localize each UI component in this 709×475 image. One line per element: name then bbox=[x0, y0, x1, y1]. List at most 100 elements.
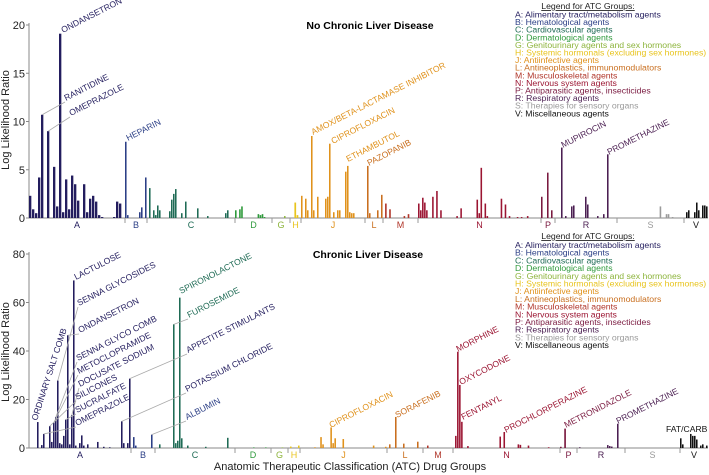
drug-label: ALBUMIN bbox=[183, 396, 222, 422]
bar bbox=[265, 447, 267, 448]
group-label-G: G bbox=[277, 220, 284, 230]
group-label-J: J bbox=[331, 220, 336, 230]
bar bbox=[517, 444, 520, 448]
bar bbox=[227, 437, 229, 448]
bar bbox=[129, 378, 131, 448]
group-label-A: A bbox=[74, 220, 80, 230]
drug-label: OXYCODONE bbox=[457, 352, 512, 386]
bar bbox=[520, 217, 523, 218]
group-label-B: B bbox=[140, 450, 146, 460]
bar bbox=[127, 443, 129, 448]
bar-group-R bbox=[579, 423, 619, 448]
bar bbox=[92, 195, 95, 218]
bar bbox=[432, 196, 434, 218]
bar bbox=[89, 198, 92, 218]
bar bbox=[294, 202, 297, 218]
bar bbox=[43, 433, 45, 448]
bar bbox=[342, 439, 345, 448]
bar bbox=[579, 447, 581, 448]
bar bbox=[560, 446, 562, 448]
group-label-R: R bbox=[598, 450, 605, 460]
bar bbox=[436, 190, 438, 218]
drug-label: ONDANSETRON bbox=[59, 0, 123, 35]
bar bbox=[133, 437, 135, 448]
bar bbox=[665, 214, 668, 218]
bar bbox=[49, 426, 51, 448]
bar bbox=[424, 202, 426, 218]
group-label-G: G bbox=[276, 450, 283, 460]
bar bbox=[611, 446, 613, 448]
bar bbox=[284, 216, 286, 218]
bar-group-A bbox=[29, 33, 122, 219]
bar-group-H bbox=[290, 445, 300, 448]
bar bbox=[301, 195, 303, 218]
legend-item-C: C: Cardiovascular agents bbox=[515, 25, 613, 35]
bar bbox=[385, 203, 387, 218]
bar bbox=[597, 216, 599, 218]
y-tick-label: 60 bbox=[13, 298, 25, 310]
bar bbox=[87, 444, 89, 448]
bar bbox=[197, 208, 199, 218]
bar bbox=[706, 445, 708, 448]
bar-group-N bbox=[418, 167, 529, 218]
bar bbox=[73, 280, 75, 448]
bar bbox=[455, 435, 457, 449]
bar bbox=[125, 141, 127, 218]
drug-label: HEPARIN bbox=[124, 117, 162, 143]
bar bbox=[239, 209, 241, 218]
leader-line bbox=[55, 361, 78, 418]
bar bbox=[185, 201, 187, 218]
bar bbox=[694, 435, 696, 449]
bar bbox=[225, 213, 227, 218]
bar bbox=[418, 203, 420, 218]
legend-item-V: V: Miscellaneous agents bbox=[515, 108, 610, 118]
bar bbox=[56, 206, 59, 218]
bar bbox=[403, 443, 405, 448]
bar bbox=[53, 166, 56, 218]
group-label-N: N bbox=[476, 220, 483, 230]
bar bbox=[149, 188, 151, 218]
bar bbox=[101, 217, 104, 218]
bar bbox=[389, 209, 391, 218]
y-tick-label: 80 bbox=[13, 249, 25, 261]
legend-item-G: G: Genitourinary agents and sex hormones bbox=[515, 40, 682, 50]
legend-item-L: L: Antineoplastics, immunomodulators bbox=[515, 294, 662, 304]
bar bbox=[145, 177, 147, 218]
bar bbox=[564, 428, 566, 448]
bar bbox=[181, 213, 183, 218]
bar bbox=[698, 210, 700, 218]
bar bbox=[349, 212, 351, 218]
bar bbox=[314, 447, 316, 448]
leader-line bbox=[41, 101, 66, 116]
leader-line bbox=[151, 420, 187, 436]
bar bbox=[694, 212, 696, 218]
bar bbox=[41, 445, 43, 448]
bar bbox=[38, 177, 41, 218]
bar bbox=[123, 443, 125, 448]
drug-label: CIPROFLOXACIN bbox=[327, 389, 394, 430]
bar bbox=[177, 440, 179, 448]
bar bbox=[135, 445, 137, 448]
bar bbox=[607, 154, 609, 218]
bar bbox=[702, 205, 704, 218]
bar bbox=[187, 445, 189, 448]
group-label-L: L bbox=[371, 220, 376, 230]
bar bbox=[79, 443, 81, 448]
leader-line bbox=[129, 353, 188, 380]
bar bbox=[541, 196, 543, 218]
bar bbox=[420, 210, 422, 218]
drug-label: FUROSEMIDE bbox=[185, 285, 241, 320]
drug-label: AMOX/BETA-LACTAMASE INHIBITOR bbox=[309, 60, 447, 137]
drug-label: SORAFENIB bbox=[393, 388, 442, 420]
bar bbox=[81, 435, 83, 448]
bar bbox=[173, 193, 175, 219]
bar bbox=[157, 205, 159, 218]
drug-label: MORPHINE bbox=[454, 324, 500, 354]
bar bbox=[175, 443, 177, 448]
bar bbox=[127, 215, 129, 218]
bar bbox=[603, 214, 605, 218]
leader-line bbox=[49, 400, 77, 427]
bar bbox=[71, 175, 74, 218]
bar bbox=[519, 444, 522, 448]
